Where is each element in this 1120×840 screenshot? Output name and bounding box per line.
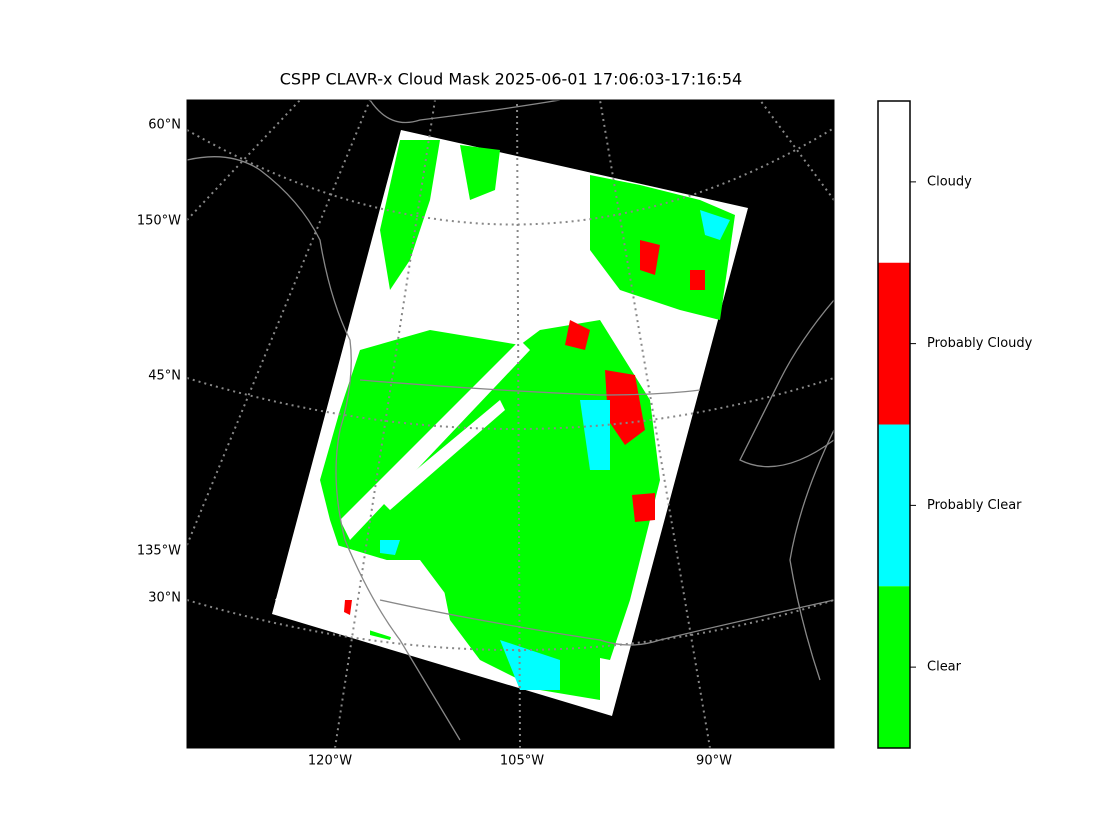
probably-clear-areas xyxy=(380,210,730,690)
graticule xyxy=(187,100,834,748)
title: CSPP CLAVR-x Cloud Mask 2025-06-01 17:06… xyxy=(280,70,742,89)
map xyxy=(186,99,835,749)
cloud-streaks xyxy=(275,340,530,640)
colorbar-label: Cloudy xyxy=(927,174,972,189)
left-label: 30°N xyxy=(148,591,181,606)
colorbar-segment xyxy=(878,586,910,748)
left-label: 45°N xyxy=(148,369,181,384)
bottom-label: 105°W xyxy=(500,754,544,769)
colorbar-label: Clear xyxy=(927,660,962,675)
colorbar-segment xyxy=(878,101,910,263)
bottom-label: 120°W xyxy=(308,754,352,769)
map-frame xyxy=(186,99,835,749)
bottom-label: 90°W xyxy=(696,754,732,769)
coastlines xyxy=(187,100,834,741)
colorbar-segment xyxy=(878,424,910,587)
colorbar-label: Probably Clear xyxy=(927,498,1022,513)
left-label: 135°W xyxy=(137,544,181,559)
colorbar-label: Probably Cloudy xyxy=(927,336,1033,351)
left-label: 60°N xyxy=(148,118,181,133)
left-label: 150°W xyxy=(137,214,181,229)
colorbar: Cloudy Probably Cloudy Probably Clear Clear xyxy=(877,100,1033,749)
colorbar-frame xyxy=(877,100,911,749)
axis-labels: 60°N 150°W 45°N 135°W 30°N 120°W 105°W 90°W xyxy=(137,118,732,769)
colorbar-segment xyxy=(878,262,910,425)
